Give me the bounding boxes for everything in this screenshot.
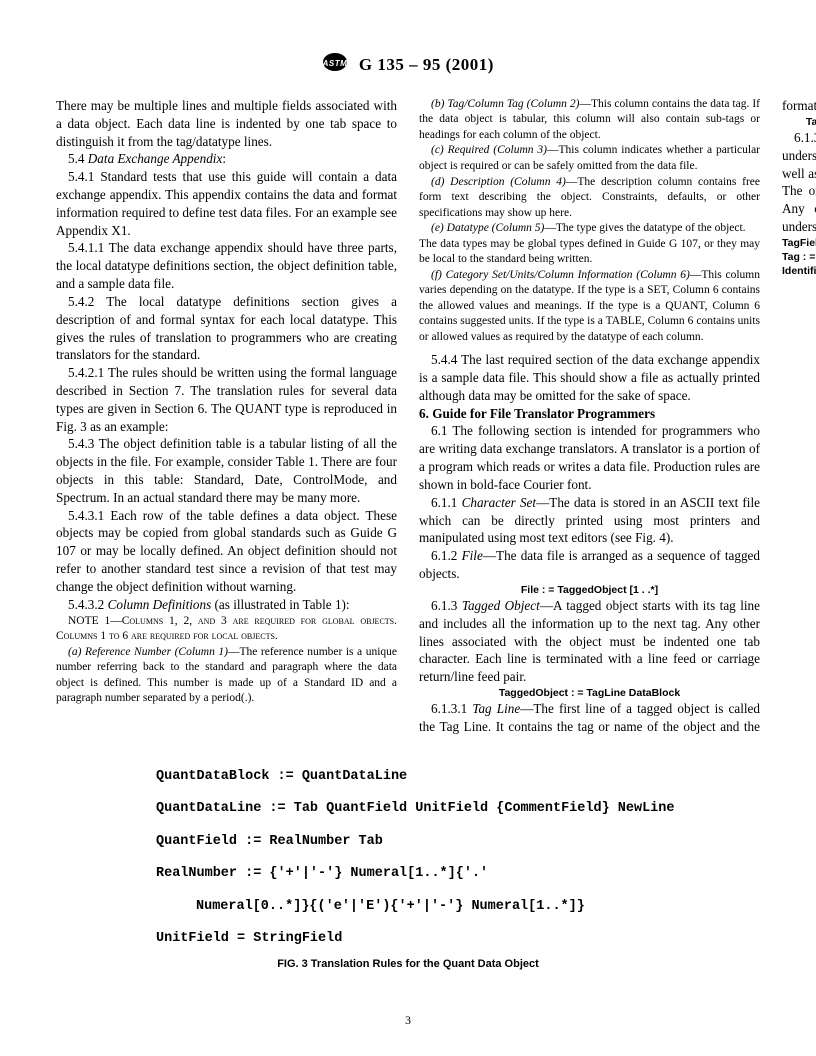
para: 5.4.1.1 The data exchange appendix shoul… [56, 239, 397, 292]
fig-line: UnitField = StringField [156, 923, 760, 955]
sub-a: (a) Reference Number (Column 1)—The refe… [56, 645, 397, 707]
para: 5.4.4 The last required section of the d… [419, 351, 760, 404]
production-rule: TagField : = Tag Tab [782, 236, 816, 250]
page-header: ASTM G 135 – 95 (2001) [56, 52, 760, 79]
para: 5.4.3.2 Column Definitions (as illustrat… [56, 596, 397, 614]
para: The data types may be global types defin… [419, 237, 760, 268]
fig-line: QuantDataLine := Tab QuantField UnitFiel… [156, 793, 760, 825]
para: 5.4 Data Exchange Appendix: [56, 150, 397, 168]
para: 6.1.3.2 Tag—A tag must start with an alp… [782, 129, 816, 236]
svg-text:ASTM: ASTM [322, 59, 347, 68]
astm-logo-icon: ASTM [322, 52, 348, 79]
sub-d: (d) Description (Column 4)—The descripti… [419, 175, 760, 222]
production-rule: File : = TaggedObject [1 . .*] [419, 583, 760, 597]
para: 6.1.3 Tagged Object—A tagged object star… [419, 597, 760, 686]
fig-line: QuantDataBlock := QuantDataLine [156, 761, 760, 793]
fig-line: RealNumber := {'+'|'-'} Numeral[1..*]{'.… [156, 858, 760, 890]
note: NOTE 1—Columns 1, 2, and 3 are required … [56, 614, 397, 645]
fig-line: Numeral[0..*]}{('e'|'E'){'+'|'-'} Numera… [156, 891, 760, 923]
production-rule: TaggedObject : = TagLine DataBlock [419, 686, 760, 700]
para: 5.4.2.1 The rules should be written usin… [56, 364, 397, 435]
fig-line: QuantField := RealNumber Tab [156, 826, 760, 858]
page-number: 3 [0, 1012, 816, 1028]
para: 5.4.2 The local datatype definitions sec… [56, 293, 397, 364]
body-columns: There may be multiple lines and multiple… [56, 97, 760, 737]
section-6-heading: 6. Guide for File Translator Programmers [419, 405, 760, 423]
para: 6.1.2 File—The data file is arranged as … [419, 547, 760, 583]
sub-f: (f) Category Set/Units/Column Informatio… [419, 268, 760, 346]
sub-c: (c) Required (Column 3)—This column indi… [419, 143, 760, 174]
para: 5.4.1 Standard tests that use this guide… [56, 168, 397, 239]
production-rule: TagLine : = TagField FormatField {Commen… [782, 115, 816, 129]
para: There may be multiple lines and multiple… [56, 97, 397, 150]
para: 5.4.3.1 Each row of the table defines a … [56, 507, 397, 596]
para: 6.1.1 Character Set—The data is stored i… [419, 494, 760, 547]
para: 6.1 The following section is intended fo… [419, 422, 760, 493]
sub-e: (e) Datatype (Column 5)—The type gives t… [419, 221, 760, 237]
figure-3-caption: FIG. 3 Translation Rules for the Quant D… [56, 957, 760, 972]
standard-number: G 135 – 95 (2001) [359, 55, 494, 74]
production-rule: Tag : = Identifier {Period Identifier} [… [782, 250, 816, 264]
para: 5.4.3 The object definition table is a t… [56, 435, 397, 506]
sub-b: (b) Tag/Column Tag (Column 2)—This colum… [419, 97, 760, 144]
figure-3: QuantDataBlock := QuantDataLine QuantDat… [56, 761, 760, 955]
production-rule: Identifier : = AlphabeticChar Alphanumer… [782, 264, 816, 278]
